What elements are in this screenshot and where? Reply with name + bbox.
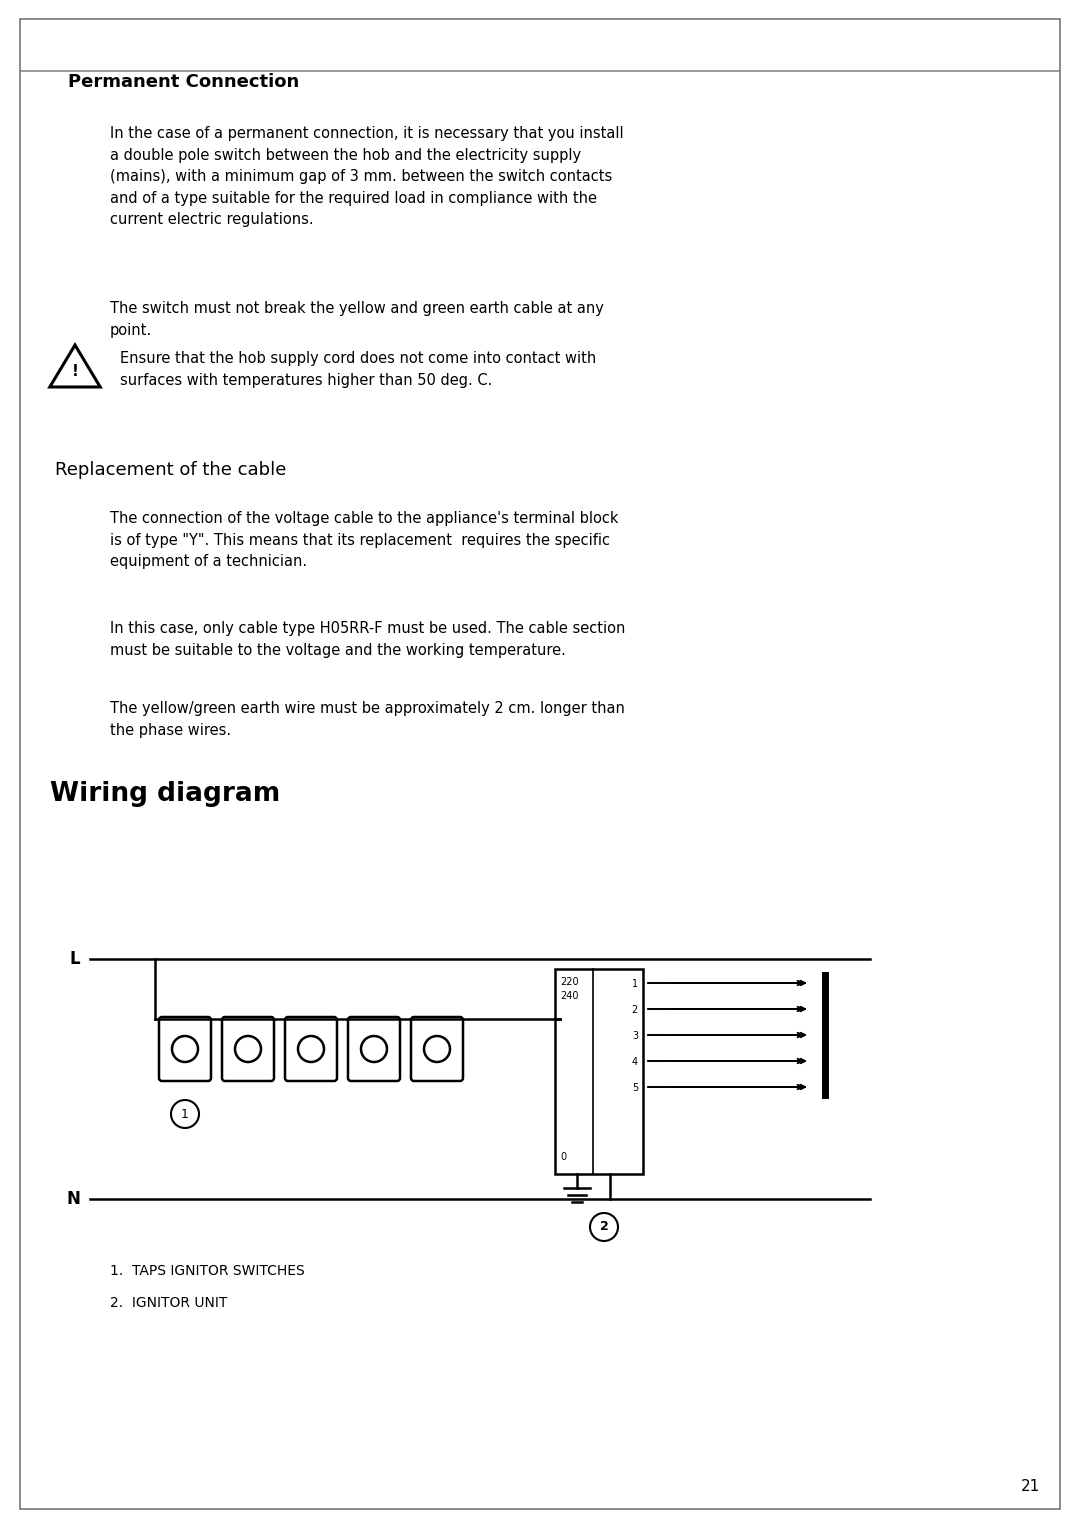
Text: The yellow/green earth wire must be approximately 2 cm. longer than
the phase wi: The yellow/green earth wire must be appr… bbox=[110, 700, 625, 737]
Bar bbox=[555, 969, 643, 1174]
Text: 21: 21 bbox=[1021, 1479, 1040, 1494]
Text: Replacement of the cable: Replacement of the cable bbox=[55, 462, 286, 479]
FancyBboxPatch shape bbox=[222, 1017, 274, 1081]
Text: 2: 2 bbox=[599, 1220, 608, 1234]
Text: 5: 5 bbox=[632, 1083, 638, 1093]
Text: 3: 3 bbox=[632, 1031, 638, 1041]
Text: Wiring diagram: Wiring diagram bbox=[50, 781, 280, 807]
FancyBboxPatch shape bbox=[285, 1017, 337, 1081]
Text: In this case, only cable type H05RR-F must be used. The cable section
must be su: In this case, only cable type H05RR-F mu… bbox=[110, 621, 625, 657]
Text: 1.  TAPS IGNITOR SWITCHES: 1. TAPS IGNITOR SWITCHES bbox=[110, 1264, 305, 1278]
FancyBboxPatch shape bbox=[159, 1017, 211, 1081]
Text: L: L bbox=[69, 950, 80, 968]
Text: 240: 240 bbox=[561, 991, 579, 1001]
Text: N: N bbox=[66, 1190, 80, 1208]
Text: 2.  IGNITOR UNIT: 2. IGNITOR UNIT bbox=[110, 1297, 228, 1310]
FancyBboxPatch shape bbox=[348, 1017, 400, 1081]
Text: 1: 1 bbox=[632, 979, 638, 989]
Text: !: ! bbox=[71, 364, 79, 379]
Text: The connection of the voltage cable to the appliance's terminal block
is of type: The connection of the voltage cable to t… bbox=[110, 511, 619, 569]
Text: 4: 4 bbox=[632, 1057, 638, 1067]
FancyBboxPatch shape bbox=[411, 1017, 463, 1081]
Text: 220: 220 bbox=[561, 977, 579, 988]
Text: In the case of a permanent connection, it is necessary that you install
a double: In the case of a permanent connection, i… bbox=[110, 125, 623, 228]
Text: Ensure that the hob supply cord does not come into contact with
surfaces with te: Ensure that the hob supply cord does not… bbox=[120, 352, 596, 387]
Text: 2: 2 bbox=[632, 1005, 638, 1015]
Text: 1: 1 bbox=[181, 1107, 189, 1121]
Text: Permanent Connection: Permanent Connection bbox=[68, 73, 299, 92]
Text: The switch must not break the yellow and green earth cable at any
point.: The switch must not break the yellow and… bbox=[110, 301, 604, 338]
Text: 0: 0 bbox=[561, 1151, 566, 1162]
